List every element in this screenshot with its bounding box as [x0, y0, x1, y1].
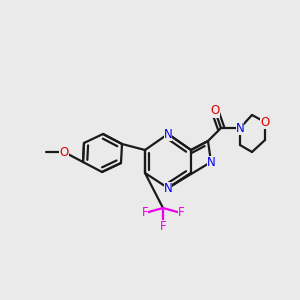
Text: N: N [164, 128, 172, 140]
Text: N: N [236, 122, 244, 134]
Text: O: O [59, 146, 69, 158]
Text: N: N [164, 182, 172, 194]
Text: O: O [210, 104, 220, 118]
Text: N: N [207, 155, 215, 169]
Text: O: O [260, 116, 270, 128]
Text: F: F [160, 220, 166, 232]
Text: F: F [178, 206, 184, 220]
Text: F: F [142, 206, 148, 220]
